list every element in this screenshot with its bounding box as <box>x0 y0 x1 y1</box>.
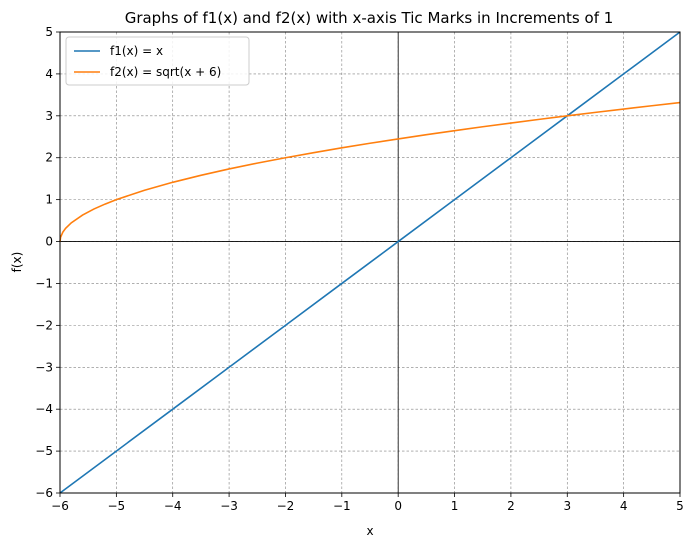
y-tick-label: 3 <box>45 109 53 123</box>
x-tick-label: 2 <box>507 499 515 513</box>
y-tick-label: 2 <box>45 151 53 165</box>
y-tick-label: 0 <box>45 235 53 249</box>
legend-label-2: f2(x) = sqrt(x + 6) <box>110 65 221 79</box>
legend: f1(x) = x f2(x) = sqrt(x + 6) <box>65 36 250 86</box>
x-tick-label: 4 <box>620 499 628 513</box>
ticks: −6 −5 −4 −3 −2 −1 0 1 2 3 4 5 −6 −5 −4 −3 −2 −1 0 1 2 3 4 5 <box>35 25 684 513</box>
y-tick-label: 5 <box>45 25 53 39</box>
y-tick-label: 1 <box>45 193 53 207</box>
legend-label-1: f1(x) = x <box>110 44 163 58</box>
x-tick-label: −5 <box>108 499 126 513</box>
series-lines <box>59 31 681 494</box>
x-tick-label: 1 <box>451 499 459 513</box>
y-tick-label: −2 <box>35 318 53 332</box>
y-tick-label: 4 <box>45 67 53 81</box>
legend-box <box>65 36 250 86</box>
x-tick-label: 0 <box>394 499 402 513</box>
y-tick-label: −1 <box>35 276 53 290</box>
y-tick-label: −4 <box>35 402 53 416</box>
x-tick-label: −6 <box>51 499 69 513</box>
x-tick-label: −3 <box>220 499 238 513</box>
x-tick-label: −1 <box>333 499 351 513</box>
chart-title: Graphs of f1(x) and f2(x) with x-axis Ti… <box>125 9 614 27</box>
y-tick-label: −3 <box>35 360 53 374</box>
series-line-1 <box>59 31 681 494</box>
x-tick-label: −2 <box>277 499 295 513</box>
y-axis-label: f(x) <box>10 252 24 273</box>
y-tick-label: −5 <box>35 444 53 458</box>
x-tick-label: 3 <box>563 499 571 513</box>
zero-axes <box>60 32 680 493</box>
y-tick-label: −6 <box>35 486 53 500</box>
x-axis-label: x <box>366 524 373 538</box>
plot-frame <box>59 31 681 494</box>
x-tick-label: −4 <box>164 499 182 513</box>
series-line-2 <box>59 101 681 242</box>
x-tick-label: 5 <box>676 499 684 513</box>
